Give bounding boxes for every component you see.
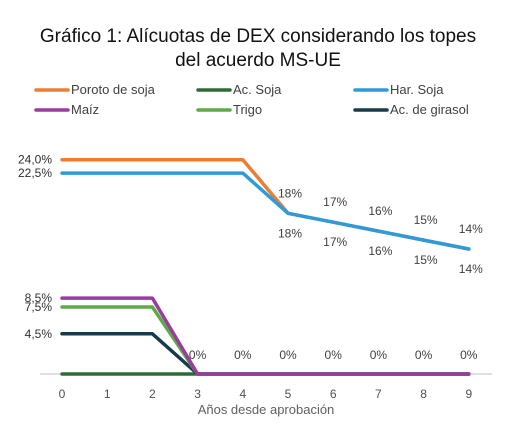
y-value-label: 4,5% bbox=[25, 327, 53, 341]
legend-label: Ac. de girasol bbox=[390, 102, 469, 117]
data-label: 0% bbox=[370, 348, 388, 362]
x-tick-label: 1 bbox=[104, 387, 111, 401]
data-label: 16% bbox=[368, 244, 392, 258]
legend-label: Trigo bbox=[233, 102, 262, 117]
legend-label: Maíz bbox=[71, 102, 99, 117]
series-line bbox=[60, 305, 471, 376]
legend-label: Har. Soja bbox=[390, 82, 444, 97]
y-value-label: 22,5% bbox=[18, 166, 52, 180]
y-value-label: 8,5% bbox=[25, 291, 53, 305]
legend-item: Maíz bbox=[34, 102, 99, 117]
y-value-label: 24,0% bbox=[18, 153, 52, 167]
data-label: 0% bbox=[279, 348, 297, 362]
data-label: 18% bbox=[278, 226, 302, 240]
x-tick-label: 0 bbox=[59, 387, 66, 401]
data-label: 17% bbox=[323, 235, 347, 249]
chart-title: Gráfico 1: Alícuotas de DEX considerando… bbox=[40, 26, 476, 71]
x-tick-label: 4 bbox=[239, 387, 246, 401]
x-tick-label: 8 bbox=[420, 387, 427, 401]
x-tick-label: 5 bbox=[285, 387, 292, 401]
data-label: 16% bbox=[368, 204, 392, 218]
x-tick-label: 6 bbox=[330, 387, 337, 401]
x-tick-label: 9 bbox=[465, 387, 472, 401]
legend-item: Ac. de girasol bbox=[353, 102, 469, 117]
legend: Poroto de soja Ac. Soja Har. Soja Maíz Trigo… bbox=[34, 82, 469, 117]
data-label: 17% bbox=[323, 195, 347, 209]
data-label: 14% bbox=[459, 262, 483, 276]
data-label: 0% bbox=[189, 348, 207, 362]
legend-item: Trigo bbox=[196, 102, 262, 117]
data-label: 0% bbox=[460, 348, 478, 362]
legend-item: Har. Soja bbox=[353, 82, 444, 97]
data-label: 14% bbox=[459, 222, 483, 236]
series-line bbox=[60, 296, 471, 376]
chart-title-line-2: del acuerdo MS-UE bbox=[175, 50, 341, 71]
chart-title-line-1: Gráfico 1: Alícuotas de DEX considerando… bbox=[40, 26, 476, 47]
y-value-label: 7,5% bbox=[25, 300, 53, 314]
x-tick-label: 2 bbox=[149, 387, 156, 401]
plot-area: 0 1 2 3 4 5 6 7 8 9 24,0%22,5% 8,5%7,5% 4,5% 18% 17% 16… bbox=[18, 153, 492, 401]
series-line bbox=[60, 332, 471, 376]
x-axis-title: Años desde aprobación bbox=[198, 402, 335, 417]
data-label: 15% bbox=[414, 253, 438, 267]
data-label: 0% bbox=[415, 348, 433, 362]
data-label: 0% bbox=[234, 348, 252, 362]
data-label: 0% bbox=[325, 348, 343, 362]
series-line bbox=[60, 171, 471, 251]
data-label: 15% bbox=[414, 213, 438, 227]
legend-item: Ac. Soja bbox=[196, 82, 282, 97]
legend-label: Poroto de soja bbox=[71, 82, 156, 97]
legend-label: Ac. Soja bbox=[233, 82, 282, 97]
x-tick-label: 3 bbox=[194, 387, 201, 401]
data-label: 18% bbox=[278, 186, 302, 200]
x-tick-label: 7 bbox=[375, 387, 382, 401]
legend-item: Poroto de soja bbox=[34, 82, 156, 97]
